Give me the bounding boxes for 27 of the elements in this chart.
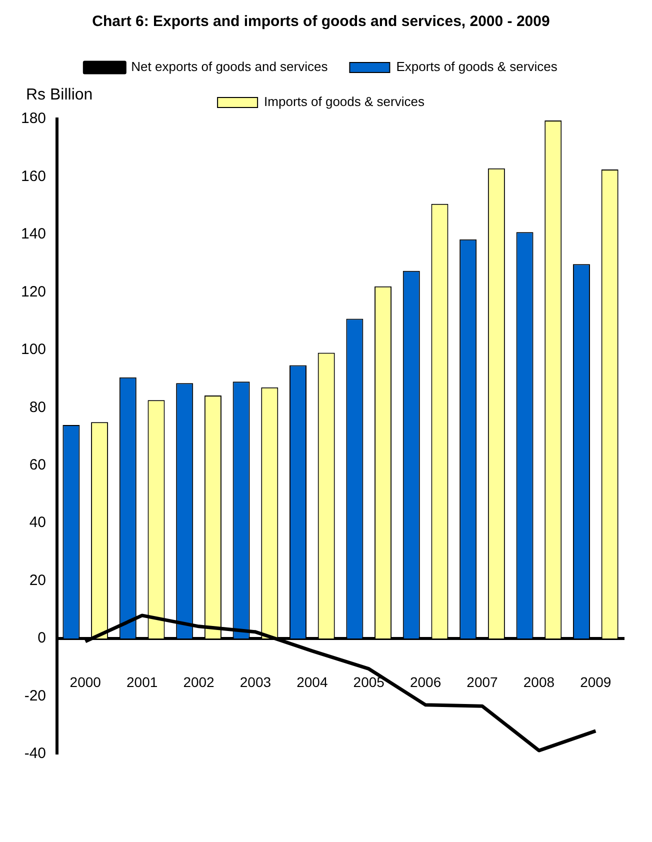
y-tick-label: 40 [29, 514, 46, 532]
y-tick-label: 60 [29, 456, 46, 474]
y-tick-label: 160 [20, 168, 46, 185]
x-tick-label: 2000 [70, 674, 102, 690]
y-tick-label: 180 [20, 110, 46, 128]
x-tick-label: 2008 [523, 674, 555, 690]
y-tick-label: 0 [38, 630, 46, 647]
y-tick-label: 20 [29, 572, 46, 589]
x-tick-label: 2006 [410, 674, 442, 690]
x-tick-label: 2001 [126, 674, 158, 690]
x-tick-label: 2005 [353, 674, 385, 690]
x-tick-label: 2002 [183, 674, 215, 690]
x-tick-label: 2009 [580, 674, 612, 690]
y-tick-label: -40 [24, 745, 46, 762]
x-tick-label: 2003 [240, 674, 272, 690]
y-tick-label: 120 [20, 283, 46, 300]
y-tick-label: 80 [29, 398, 46, 416]
legend-label: Imports of goods & services [264, 94, 425, 110]
x-tick-label: 2004 [296, 674, 328, 690]
y-axis-title: Rs Billion [26, 86, 93, 104]
y-tick-label: 100 [20, 341, 46, 358]
x-tick-label: 2007 [466, 674, 498, 690]
y-tick-label: -20 [24, 687, 46, 704]
legend-label: Net exports of goods and services [131, 59, 328, 74]
y-tick-label: 140 [20, 226, 46, 243]
legend-label: Exports of goods & services [396, 59, 558, 74]
chart-title: Chart 6: Exports and imports of goods and services, 2000 - 2009 [92, 13, 550, 30]
